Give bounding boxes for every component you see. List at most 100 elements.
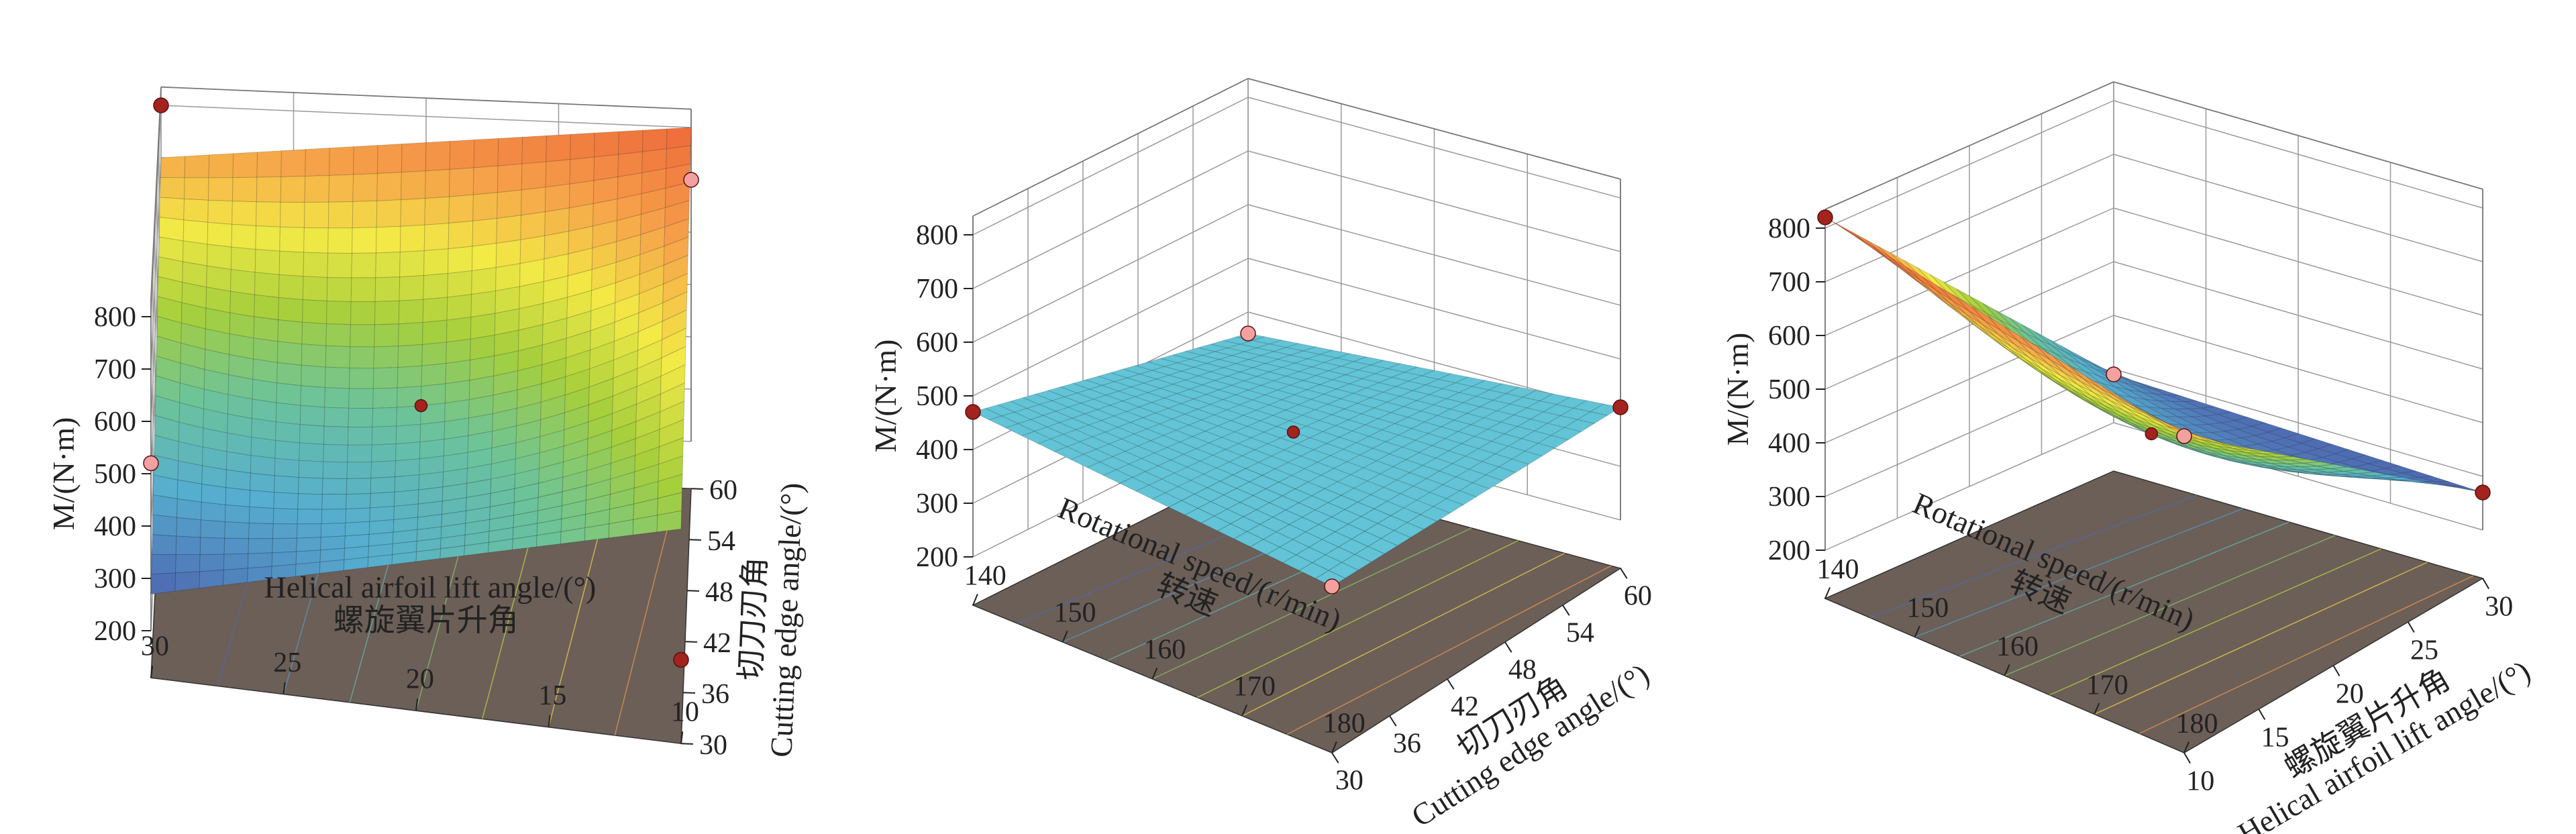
surface-cell [298,460,324,479]
surface-cell [176,517,202,538]
design-point [143,455,159,472]
surface-cell [659,401,685,430]
surface-cell [201,501,226,523]
x-tick [2183,741,2190,753]
surface-cell [256,150,282,178]
surface-cell [497,163,523,193]
x-tick-label: 150 [1054,598,1096,629]
surface-cell [401,170,426,201]
x-axis-label-en: Helical airfoil lift angle/(°) [264,570,597,604]
floor-contour [1914,508,2243,638]
y-tick [1562,605,1570,616]
surface-cell [303,227,329,254]
grid-line [972,97,1249,236]
surface-cell [425,168,450,199]
surface-cell [254,294,279,321]
surface-cell [207,199,233,225]
surface-cell [256,201,281,227]
surface-cell [345,507,371,523]
x-tick-label: 25 [273,647,301,678]
z-axis: 200 300 400 500 600 700 800 M/(N·m) [46,302,151,647]
z-tick-label: 500 [916,381,958,412]
surface-cell [375,252,401,278]
x-tick-label: 30 [141,631,169,662]
surface-cell [2357,471,2388,476]
surface-cell [176,498,202,521]
surface-cell [323,407,350,427]
surface-cell [424,196,450,225]
z-tick-label: 200 [1768,535,1810,566]
frame-line [150,87,162,299]
y-tick [1504,641,1512,653]
surface-cell [278,250,305,277]
surface-cell [2438,484,2469,490]
surface-cell [254,249,280,275]
y-axis-label-cn: 切刀刃角 [733,556,772,681]
surface-cell [208,153,234,178]
plot-panel-1: 200 300 400 500 600 700 800 M/(N·m) 30 25 20 15 10 螺旋… [46,86,809,761]
surface-cell [304,175,330,203]
surface-cell [302,276,328,302]
surface-cell [200,519,225,539]
surface-cell [249,490,275,509]
surface-cell [255,225,281,252]
surface-cell [250,455,276,476]
x-tick [2004,664,2010,676]
surface-cell [207,177,234,202]
surface-cell [1433,498,1464,514]
surface-cell [223,553,249,571]
surface-cell [419,439,445,460]
design-point [1817,209,1833,225]
surface-cell [223,537,250,555]
z-tick-label: 400 [916,435,958,466]
surface-cell [398,322,423,347]
y-tick [1389,715,1397,727]
surface-cell [350,277,376,303]
surface-cell [471,243,497,272]
surface-cell [329,146,354,176]
surface-cell [368,519,395,535]
surface-cell [251,418,276,441]
y-tick [2258,709,2266,721]
surface-cell [230,268,256,295]
surface-cell [298,477,323,495]
x-tick-label: 140 [1816,554,1859,585]
surface-cell [371,425,397,446]
surface-cell [370,491,395,509]
surface-cell [279,201,305,228]
surface-cell [326,276,352,303]
surface-cell [346,492,371,510]
surface-cell [1472,474,1504,489]
surface-cell [347,444,372,463]
surface-cell [346,461,372,479]
surface-cell [254,272,280,299]
surface-cell [160,177,185,199]
x-tick [1331,741,1337,753]
floor-contour [1959,521,2289,657]
surface-cell [664,200,690,228]
surface-cell [350,324,375,348]
surface-cell [1857,237,1888,259]
surface-cell [425,140,451,172]
surface-cell [662,309,687,341]
surface-cell [280,176,306,203]
surface-cell [544,183,570,213]
surface-cell [279,226,305,253]
surface-cell [662,291,688,322]
y-tick [690,488,704,490]
floor-contour [2094,562,2428,715]
y-tick-label: 48 [1508,654,1537,685]
surface-cell [225,451,252,474]
surface-cell [423,248,449,276]
surface-cell [446,317,472,343]
y-tick-label: 10 [2186,766,2214,796]
surface-cell [247,552,273,569]
surface-cell [231,201,257,227]
surface-cell [593,154,619,181]
surface-cell [296,523,322,539]
frame-line [1824,81,2114,210]
x-tick [1062,630,1068,643]
surface-cell [275,402,301,425]
x-tick [972,593,978,606]
surface-cell [248,538,274,554]
